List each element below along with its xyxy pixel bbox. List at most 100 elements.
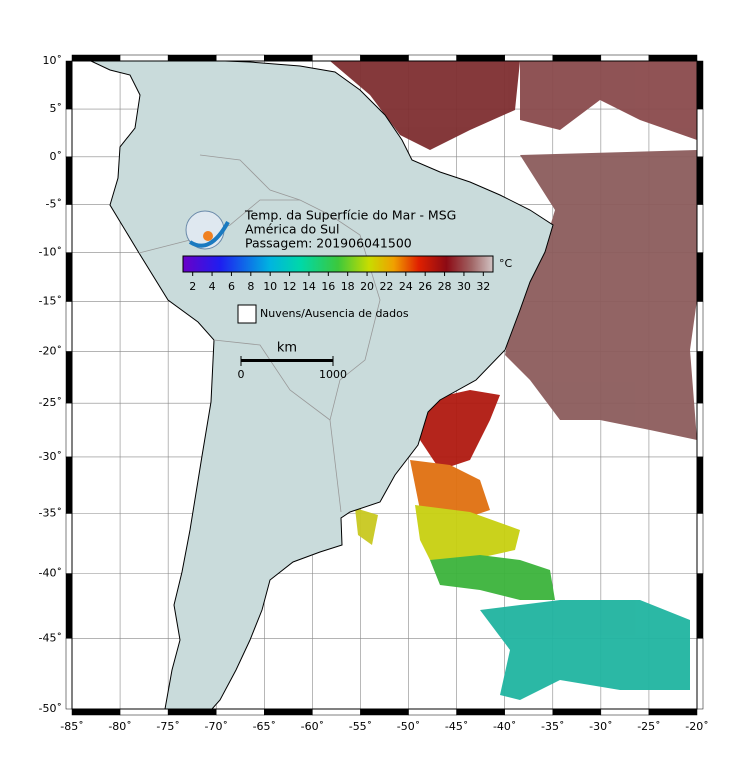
lon-tick-label: -30˚ [589, 720, 612, 733]
sst-orange [410, 460, 490, 520]
lat-tick-label: 0˚ [50, 150, 63, 163]
lon-tick-label: -60˚ [301, 720, 324, 733]
title-line: Passagem: 201906041500 [245, 236, 412, 251]
frame-segment [456, 708, 505, 716]
frame-segment [696, 402, 704, 458]
lon-tick-label: -55˚ [349, 720, 372, 733]
scale-unit: km [277, 341, 297, 356]
frame-segment [65, 638, 73, 710]
frame-segment [696, 638, 704, 710]
lon-tick-label: -75˚ [156, 720, 179, 733]
frame-segment [456, 54, 505, 62]
lat-tick-label: -15˚ [39, 295, 62, 308]
frame-segment [600, 708, 650, 716]
frame-segment [696, 351, 704, 404]
colorbar-tick-label: 28 [438, 280, 452, 293]
frame-segment [360, 708, 409, 716]
coastline-country-borders [138, 154, 381, 513]
frame-segment [312, 54, 361, 62]
lat-tick-label: -40˚ [39, 567, 62, 580]
frame-segment [696, 60, 704, 110]
lat-tick-label: -20˚ [39, 345, 62, 358]
frame-segment [65, 252, 73, 302]
frame-segment [696, 252, 704, 302]
frame-segment [65, 513, 73, 574]
frame-segment [648, 54, 698, 62]
frame-segment [167, 708, 217, 716]
colorbar-tick-label: 30 [457, 280, 471, 293]
frame-segment [215, 708, 265, 716]
scale-tick-label: 0 [238, 368, 245, 381]
colorbar-tick-label: 16 [321, 280, 335, 293]
colorbar-tick-label: 18 [341, 280, 355, 293]
frame-segment [65, 60, 73, 110]
sst-field [330, 61, 697, 700]
frame-segment [71, 54, 121, 62]
legend-swatch [237, 304, 257, 324]
frame-segment [696, 156, 704, 205]
frame-segment [408, 54, 457, 62]
scale-bar [241, 359, 333, 362]
lat-tick-label: -5˚ [46, 198, 62, 211]
lat-tick-label: -30˚ [39, 450, 62, 463]
frame-segment [360, 54, 409, 62]
frame-segment [65, 573, 73, 639]
colorbar [182, 255, 494, 273]
lat-tick-label: -50˚ [39, 702, 62, 715]
frame-segment [504, 54, 554, 62]
colorbar-tick-label: 12 [283, 280, 297, 293]
lon-tick-label: -80˚ [108, 720, 131, 733]
lon-tick-label: -65˚ [253, 720, 276, 733]
colorbar-tick-label: 4 [209, 280, 216, 293]
lon-tick-label: -85˚ [60, 720, 83, 733]
sst-teal [480, 600, 690, 700]
lon-tick-label: -45˚ [445, 720, 468, 733]
lat-tick-label: -35˚ [39, 506, 62, 519]
frame-segment [648, 708, 698, 716]
sst-tropical [505, 150, 697, 440]
lat-tick-label: 10˚ [43, 54, 63, 67]
colorbar-tick-label: 8 [247, 280, 254, 293]
lat-tick-label: -10˚ [39, 246, 62, 259]
colorbar-tick-label: 14 [302, 280, 316, 293]
frame-segment [65, 156, 73, 205]
frame-segment [167, 54, 217, 62]
title-line: Temp. da Superfície do Mar - MSG [244, 208, 456, 223]
frame-segment [215, 54, 265, 62]
frame-segment [312, 708, 361, 716]
frame-segment [696, 301, 704, 352]
scale-tick-label: 1000 [319, 368, 347, 381]
colorbar-unit: °C [499, 257, 513, 270]
border [138, 199, 300, 254]
lon-tick-label: -40˚ [493, 720, 516, 733]
colorbar-tick-label: 24 [399, 280, 413, 293]
lat-tick-label: -25˚ [39, 396, 62, 409]
frame-segment [65, 301, 73, 352]
logo-arrow [188, 221, 230, 248]
sst-warm-north [330, 61, 520, 150]
frame-segment [552, 54, 602, 62]
frame-segment [119, 54, 169, 62]
frame-segment [504, 708, 554, 716]
frame-segment [119, 708, 169, 716]
frame-segment [600, 54, 650, 62]
border [213, 339, 331, 421]
lon-tick-label: -35˚ [541, 720, 564, 733]
colorbar-tick-label: 2 [189, 280, 196, 293]
legend-label: Nuvens/Ausencia de dados [260, 307, 409, 320]
frame-segment [71, 708, 121, 716]
frame-segment [65, 402, 73, 458]
frame-segment [408, 708, 457, 716]
frame-segment [65, 456, 73, 514]
frame-segment [264, 708, 313, 716]
frame-segment [696, 573, 704, 639]
frame-segment [696, 456, 704, 514]
sst-red [420, 390, 500, 470]
sst-yellow-west [355, 508, 378, 545]
plot-border [71, 60, 698, 710]
lon-tick-label: -70˚ [204, 720, 227, 733]
border [199, 154, 381, 513]
frame-segment [696, 204, 704, 253]
colorbar-tick-label: 20 [360, 280, 374, 293]
